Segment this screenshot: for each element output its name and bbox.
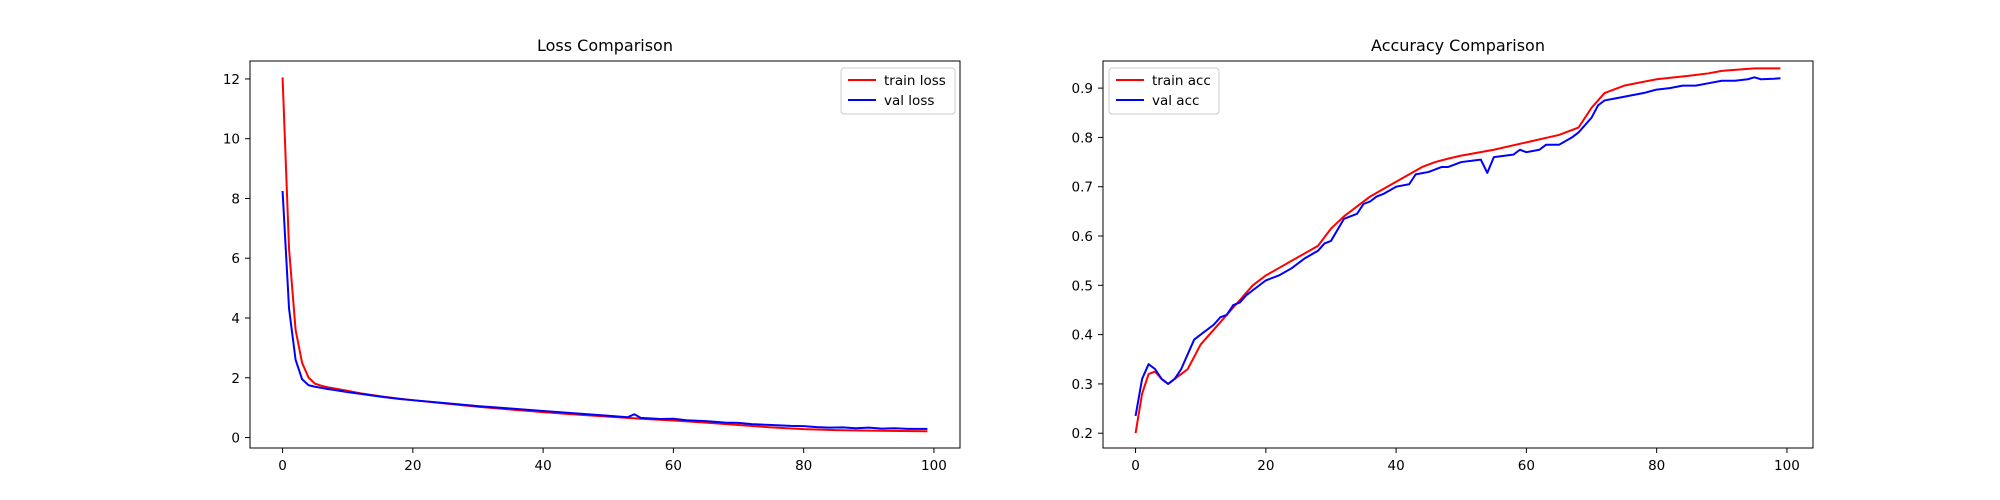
y-tick-label: 6 [231, 251, 240, 267]
x-tick-label: 20 [1257, 458, 1274, 474]
y-tick-label: 0.4 [1072, 328, 1093, 344]
y-tick-label: 0.2 [1072, 426, 1093, 442]
y-tick-label: 0.9 [1072, 81, 1093, 97]
x-tick-label: 60 [665, 458, 682, 474]
x-tick-label: 100 [921, 458, 947, 474]
legend: train loss val loss [840, 67, 956, 115]
legend-label-train-acc: train acc [1152, 73, 1211, 89]
y-tick-label: 4 [231, 311, 240, 327]
chart-title: Accuracy Comparison [1371, 36, 1545, 55]
y-tick-label: 8 [231, 191, 240, 207]
axes-frame [1102, 60, 1814, 449]
series-line-train-acc [1134, 67, 1781, 434]
series-line-val-loss [281, 190, 928, 430]
x-tick-label: 80 [795, 458, 812, 474]
y-tick-label: 10 [223, 132, 240, 148]
x-tick-label: 80 [1648, 458, 1665, 474]
legend-label-val-acc: val acc [1152, 93, 1199, 109]
legend: train acc val acc [1108, 67, 1220, 115]
y-tick-label: 0 [231, 431, 240, 447]
axes-frame [249, 60, 961, 449]
y-tick-label: 0.6 [1072, 229, 1093, 245]
y-tick-label: 12 [223, 72, 240, 88]
x-tick-label: 40 [535, 458, 552, 474]
accuracy-comparison-chart: Accuracy Comparison 0 20 40 60 80 100 0.2 0.3 0.4… [1072, 36, 1814, 474]
y-tick-label: 2 [231, 371, 240, 387]
series-line-val-acc [1134, 76, 1781, 417]
x-tick-label: 100 [1774, 458, 1800, 474]
loss-comparison-chart: Loss Comparison 0 20 40 60 80 100 0 2 4 6 8 10 12 trai… [223, 36, 961, 474]
x-tick-label: 20 [404, 458, 421, 474]
x-tick-label: 40 [1388, 458, 1405, 474]
y-tick-label: 0.5 [1072, 278, 1093, 294]
y-tick-label: 0.3 [1072, 377, 1093, 393]
x-tick-label: 0 [1131, 458, 1140, 474]
y-tick-label: 0.8 [1072, 130, 1093, 146]
legend-label-val-loss: val loss [884, 93, 934, 109]
x-tick-label: 60 [1518, 458, 1535, 474]
legend-label-train-loss: train loss [884, 73, 946, 89]
x-tick-label: 0 [278, 458, 287, 474]
chart-title: Loss Comparison [537, 36, 673, 55]
y-tick-label: 0.7 [1072, 180, 1093, 196]
